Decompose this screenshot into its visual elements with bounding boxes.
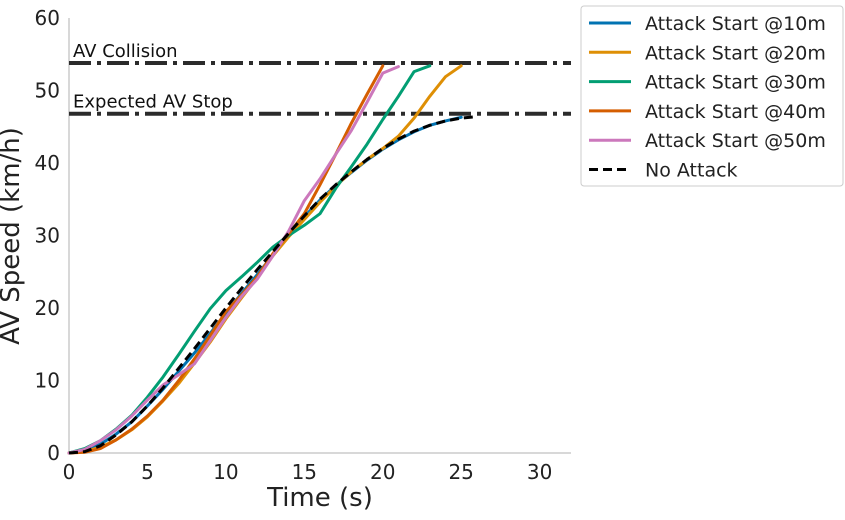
legend: Attack Start @10m Attack Start @20m Attack… (580, 5, 844, 187)
x-tick-label: 25 (448, 460, 473, 484)
x-tick-label: 20 (370, 460, 395, 484)
series-line (67, 65, 400, 455)
y-tick-label: 20 (35, 296, 60, 320)
reference-line-label: AV Collision (73, 41, 178, 62)
reference-lines: AV Collision Expected AV Stop (69, 41, 571, 116)
legend-label: Attack Start @20m (645, 42, 826, 64)
y-tick-label: 30 (35, 224, 60, 248)
axes: 0 5 10 15 20 25 30 0 10 20 30 40 50 60 (35, 6, 571, 484)
series-line (68, 115, 478, 455)
y-axis-title: AV Speed (km/h) (0, 127, 26, 345)
legend-label: Attack Start @40m (645, 101, 826, 123)
series-lines (67, 64, 478, 455)
x-tick-label: 10 (213, 460, 238, 484)
series-line (67, 64, 385, 455)
x-tick-label: 5 (141, 460, 154, 484)
series-line (67, 64, 432, 455)
y-tick-label: 10 (35, 369, 60, 393)
legend-label: Attack Start @10m (645, 13, 826, 35)
legend-label: Attack Start @30m (645, 72, 826, 94)
legend-label: No Attack (645, 160, 738, 182)
y-tick-label: 40 (35, 151, 60, 175)
y-tick-label: 50 (35, 79, 60, 103)
reference-line-label: Expected AV Stop (73, 92, 233, 113)
x-tick-label: 0 (63, 460, 76, 484)
x-axis-title: Time (s) (266, 483, 373, 513)
y-tick-label: 60 (35, 6, 60, 30)
series-line (67, 115, 463, 455)
legend-box (580, 5, 844, 187)
x-tick-label: 15 (292, 460, 317, 484)
x-tick-label: 30 (527, 460, 552, 484)
y-tick-label: 0 (47, 441, 60, 465)
legend-label: Attack Start @50m (645, 130, 826, 152)
